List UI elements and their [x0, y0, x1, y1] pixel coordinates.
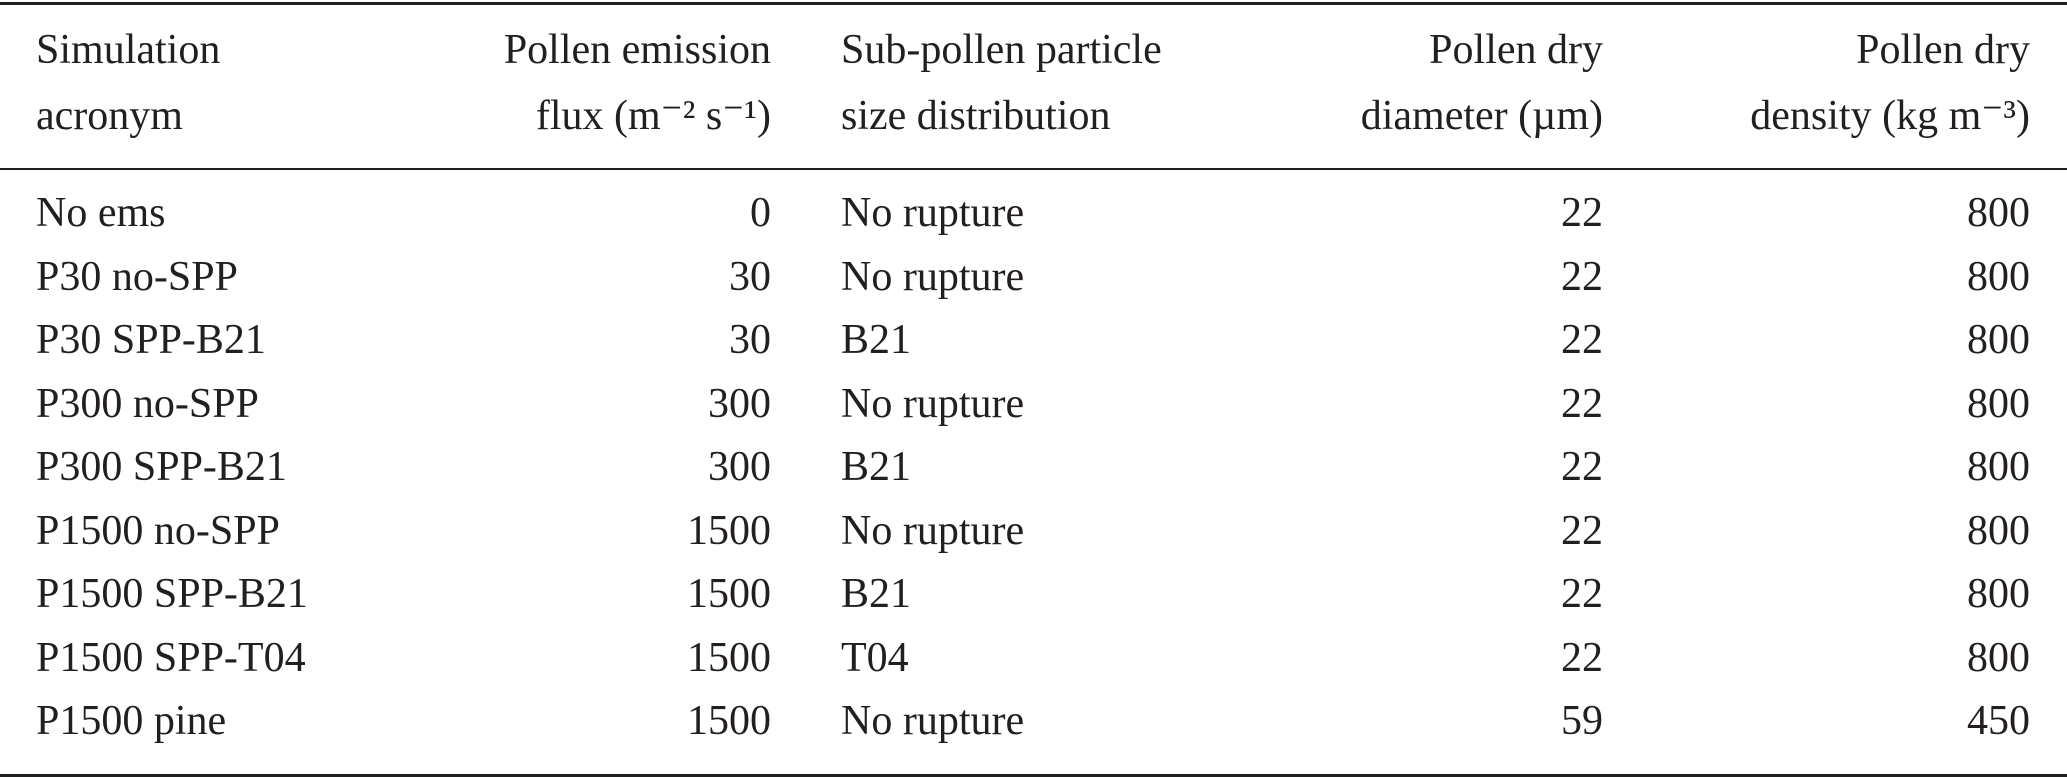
table-cell: P1500 SPP-T04: [36, 634, 306, 681]
table-cell: No rupture: [841, 698, 1025, 744]
table-cell: 800: [1967, 507, 2030, 554]
table-cell: 22: [1561, 253, 1603, 300]
table-cell: P300 SPP-B21: [36, 444, 287, 490]
table-cell: 22: [1561, 190, 1603, 236]
table-cell: P1500 SPP-B21: [36, 571, 308, 617]
header-cell: Pollen emission: [503, 27, 771, 73]
header-cell: density (kg m⁻³): [1750, 93, 2030, 139]
table-cell: 30: [729, 317, 771, 363]
header-cell: Pollen dry: [1856, 27, 2030, 73]
table-cell: B21: [841, 571, 912, 617]
table-cell: 22: [1561, 507, 1603, 554]
table-cell: 22: [1561, 444, 1603, 490]
table-cell: 800: [1967, 317, 2030, 363]
table-cell: 800: [1967, 380, 2030, 427]
table-cell: 300: [708, 444, 771, 490]
table-cell: No rupture: [841, 253, 1025, 300]
table-cell: 22: [1561, 571, 1603, 617]
table-cell: P30 SPP-B21: [36, 317, 266, 363]
table-cell: No ems: [36, 190, 166, 236]
table-cell: B21: [841, 444, 912, 490]
header-rule: [0, 168, 2067, 170]
table-cell: P1500 no-SPP: [36, 507, 280, 554]
header-cell: diameter (µm): [1360, 93, 1603, 139]
table-cell: B21: [841, 317, 912, 363]
table-cell: 800: [1967, 634, 2030, 681]
table-cell: 800: [1967, 444, 2030, 490]
table-cell: 1500: [687, 571, 771, 617]
header-cell: flux (m⁻² s⁻¹): [535, 93, 771, 139]
table-cell: T04: [841, 634, 909, 681]
table-cell: P300 no-SPP: [36, 380, 259, 427]
header-cell: size distribution: [841, 93, 1111, 139]
header-cell: Pollen dry: [1429, 27, 1603, 73]
table-cell: 59: [1561, 698, 1603, 744]
table-cell: 800: [1967, 253, 2030, 300]
table-cell: No rupture: [841, 190, 1025, 236]
table-cell: 800: [1967, 190, 2030, 236]
table-cell: 1500: [687, 507, 771, 554]
table-cell: 0: [750, 190, 771, 236]
table-cell: P1500 pine: [36, 698, 227, 744]
table-cell: No rupture: [841, 380, 1025, 427]
table-cell: No rupture: [841, 507, 1025, 554]
table-cell: 800: [1967, 571, 2030, 617]
table-cell: 300: [708, 380, 771, 427]
table-cell: 1500: [687, 634, 771, 681]
bottom-rule: [0, 774, 2067, 777]
table-cell: P30 no-SPP: [36, 253, 238, 300]
header-cell: Sub-pollen particle: [841, 27, 1162, 73]
top-rule: [0, 2, 2067, 5]
table-cell: 22: [1561, 380, 1603, 427]
table-cell: 22: [1561, 317, 1603, 363]
table-cell: 30: [729, 253, 771, 300]
table-cell: 1500: [687, 698, 771, 744]
header-cell: Simulation: [36, 27, 221, 73]
header-cell: acronym: [36, 93, 183, 139]
table-cell: 22: [1561, 634, 1603, 681]
table-cell: 450: [1967, 698, 2030, 744]
